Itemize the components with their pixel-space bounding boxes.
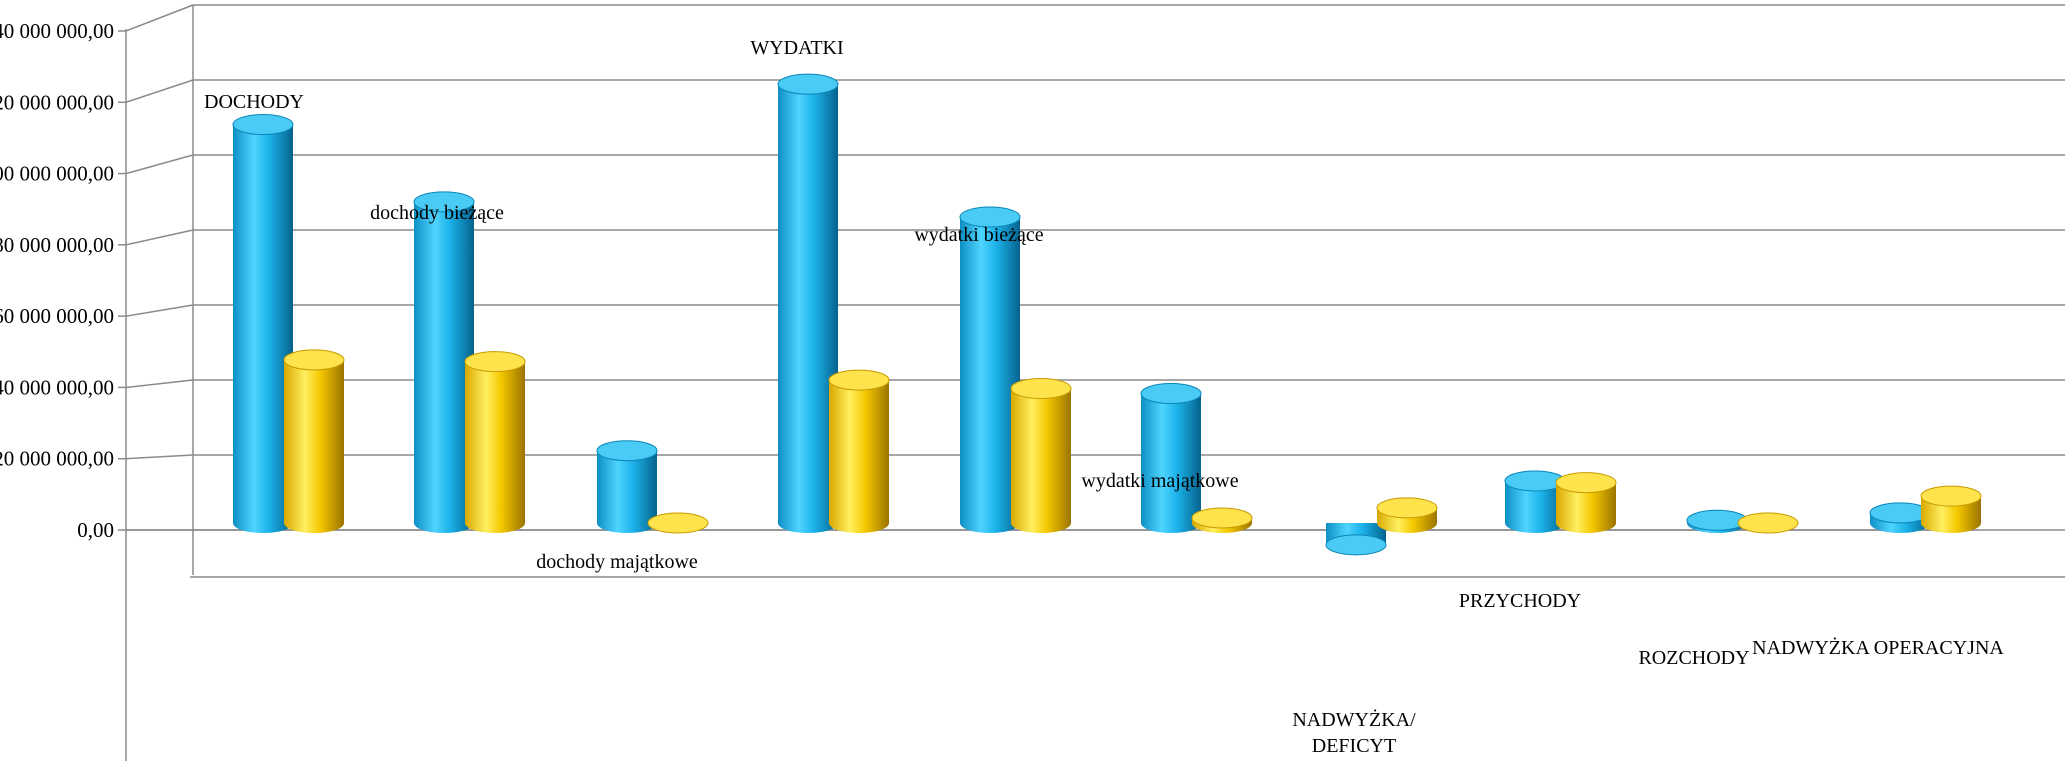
bar-0-1 <box>283 349 345 533</box>
bar-cap <box>1140 383 1202 405</box>
bar-cap <box>1920 485 1982 507</box>
bar-cap <box>1010 377 1072 399</box>
bar-cap <box>413 191 475 213</box>
y-tick-label: 40 000 000,00 <box>0 375 114 399</box>
y-tick-labels: 140 000 000,00 120 000 000,00 100 000 000,… <box>0 19 114 542</box>
bar-cap <box>1191 507 1253 529</box>
side-gridline <box>125 304 194 317</box>
bar-cap <box>1376 497 1438 519</box>
bar-body <box>597 450 657 533</box>
y-tick-label: 80 000 000,00 <box>0 233 114 257</box>
bar-cap <box>1737 512 1799 534</box>
bar-2-0 <box>596 440 658 533</box>
category-label: ROZCHODY <box>1638 647 1749 669</box>
category-labels: DOCHODY dochody bieżące dochody majątkowe W… <box>204 37 2004 757</box>
bar-body <box>960 216 1020 533</box>
category-label: NADWYŻKA OPERACYJNA <box>1752 636 2004 659</box>
bar-cap <box>596 440 658 462</box>
bar-6-1 <box>1376 497 1438 533</box>
bar-cap <box>959 206 1021 228</box>
bar-0-0 <box>232 114 294 533</box>
category-label: wydatki bieżące <box>914 224 1043 246</box>
bar-body <box>829 380 889 533</box>
bar-cap <box>232 114 294 136</box>
side-gridline <box>125 4 194 32</box>
bar-2-1 <box>647 512 709 534</box>
category-label-line: NADWYŻKA/ <box>1292 708 1416 731</box>
category-label: PRZYCHODY <box>1459 590 1581 612</box>
bar-8-1 <box>1737 512 1799 534</box>
bar-6-0 <box>1325 523 1387 556</box>
bar-cap <box>1686 509 1748 531</box>
bar-body <box>1505 480 1565 533</box>
category-label: wydatki majątkowe <box>1081 470 1238 492</box>
bar-body <box>778 84 838 533</box>
bar-7-0 <box>1504 470 1566 533</box>
side-gridline <box>125 79 194 103</box>
chart-bars <box>232 73 1982 556</box>
bar-1-1 <box>464 351 526 533</box>
category-label: WYDATKI <box>750 37 843 59</box>
bar-body <box>1921 496 1981 533</box>
side-gridline <box>125 379 194 389</box>
bar-3-0 <box>777 73 839 533</box>
category-label: DOCHODY <box>204 91 304 113</box>
bar-4-1 <box>1010 377 1072 533</box>
bar-body <box>233 124 293 533</box>
y-tick-label: 140 000 000,00 <box>0 19 114 43</box>
y-tick-label: 100 000 000,00 <box>0 162 114 186</box>
bar-7-1 <box>1555 472 1617 533</box>
side-gridline <box>125 229 194 246</box>
category-label: dochody majątkowe <box>536 551 698 573</box>
bar-cap <box>464 351 526 373</box>
bar-body <box>1556 482 1616 533</box>
bar-3-1 <box>828 369 890 533</box>
bar-body <box>465 361 525 533</box>
category-label: dochody bieżące <box>370 202 504 224</box>
side-gridline <box>125 454 194 460</box>
bar-cap <box>647 512 709 534</box>
bar-8-0 <box>1686 509 1748 533</box>
category-label-line: DEFICYT <box>1312 735 1396 757</box>
bar-cap <box>828 369 890 391</box>
bar-cap <box>777 73 839 95</box>
side-gridline <box>125 154 194 175</box>
y-tick-label: 20 000 000,00 <box>0 447 114 471</box>
bar-cap <box>1325 534 1387 556</box>
bar-5-1 <box>1191 507 1253 533</box>
y-tick-label: 60 000 000,00 <box>0 304 114 328</box>
bar-9-1 <box>1920 485 1982 533</box>
y-tick-label: 0,00 <box>77 518 114 542</box>
y-tick-label: 120 000 000,00 <box>0 90 114 114</box>
bar-1-0 <box>413 191 475 533</box>
bar-body <box>1141 393 1201 533</box>
bar-4-0 <box>959 206 1021 533</box>
bar-cap <box>1555 472 1617 494</box>
bar-body <box>284 359 344 533</box>
bar-cap <box>283 349 345 371</box>
bar-body <box>1011 388 1071 533</box>
bar-body <box>414 201 474 533</box>
bar-9-0 <box>1869 502 1931 533</box>
bar-5-0 <box>1140 383 1202 533</box>
